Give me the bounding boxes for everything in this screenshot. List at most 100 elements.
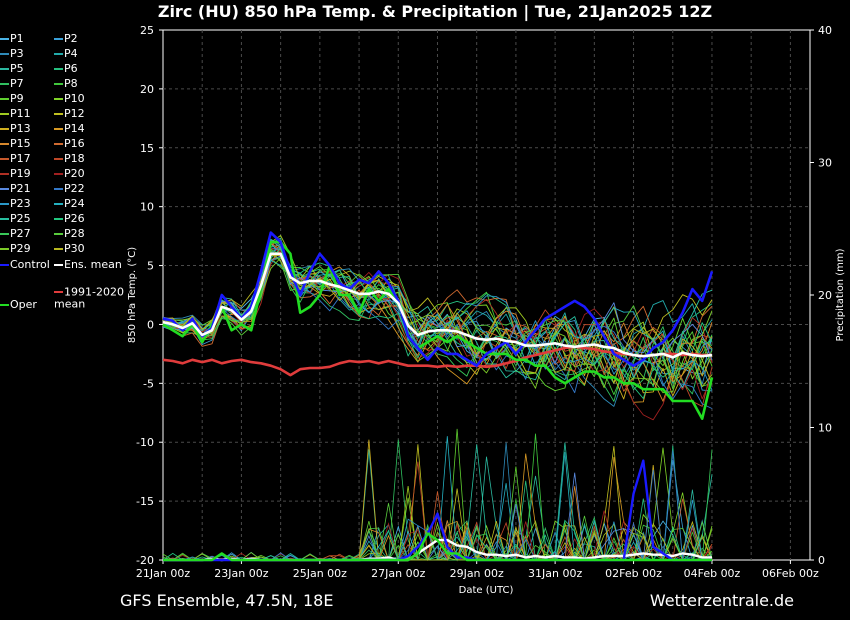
legend-swatch [0,188,9,190]
legend-item-p18: P18 [54,152,85,166]
y-tick-label: 20 [140,83,154,96]
legend-label: Ens. mean [64,258,122,271]
legend-label: P29 [10,242,31,255]
y-tick-label: 10 [140,201,154,214]
y2-tick-label: 0 [818,554,825,567]
legend-swatch [54,158,63,160]
legend-label: P14 [64,122,85,135]
legend-item-p13: P13 [0,122,31,136]
y-tick-label: 25 [140,24,154,37]
legend-swatch [0,128,9,130]
legend-item-p15: P15 [0,137,31,151]
legend-swatch [54,233,63,235]
y-axis-label: 850 hPa Temp. (°C) [127,247,138,343]
legend-label: P6 [64,62,78,75]
legend-label: P22 [64,182,85,195]
legend-item-p16: P16 [54,137,85,151]
y-tick-label: 0 [147,318,154,331]
oper-line [162,240,714,420]
legend-item-p24: P24 [54,197,85,211]
legend-item-p17: P17 [0,152,31,166]
legend-label: P2 [64,32,78,45]
legend-item-p5: P5 [0,62,24,76]
legend-label: P11 [10,107,31,120]
y-tick-label: 15 [140,142,154,155]
ens-mean-line [162,252,713,359]
legend-swatch [54,188,63,190]
legend-item-p19: P19 [0,167,31,181]
legend-swatch [54,68,63,70]
legend-swatch [54,128,63,130]
x-tick-label: 25Jan 00z [293,567,347,580]
x-axis-label: Date (UTC) [459,585,514,596]
x-tick-label: 21Jan 00z [136,567,190,580]
legend-swatch [0,233,9,235]
legend-label: P16 [64,137,85,150]
legend-label: P17 [10,152,31,165]
legend-swatch [0,158,9,160]
x-tick-label: 04Feb 00z [684,567,741,580]
legend-item-p22: P22 [54,182,85,196]
legend-label: P19 [10,167,31,180]
legend-label: P8 [64,77,78,90]
y-tick-label: -5 [143,377,154,390]
legend-label: P12 [64,107,85,120]
legend-item-control: Control [0,258,50,272]
legend-item-p2: P2 [54,32,78,46]
legend-item-p26: P26 [54,212,85,226]
legend-swatch [54,218,63,220]
legend-item-p9: P9 [0,92,24,106]
legend-swatch [0,304,9,306]
legend-label: P15 [10,137,31,150]
legend-swatch [0,203,9,205]
legend-label: P30 [64,242,85,255]
legend-swatch [54,143,63,145]
legend-swatch [54,113,63,115]
legend-swatch [0,113,9,115]
legend-swatch [0,248,9,250]
control-line [162,231,714,367]
legend-label: P1 [10,32,24,45]
y-tick-label: 5 [147,260,154,273]
legend-label: P21 [10,182,31,195]
legend-swatch [0,218,9,220]
plot-area: 25 20 15 10 5 0 -5 -10 -15 -20 40 30 20 10 0 21Jan 00z 2… [136,24,832,580]
legend-label: P3 [10,47,24,60]
legend-swatch [0,83,9,85]
legend-item-ens-mean: Ens. mean [54,258,122,272]
y-tick-label: -15 [136,495,154,508]
legend-label: P27 [10,227,31,240]
legend-item-p4: P4 [54,47,78,61]
legend-label: P24 [64,197,85,210]
legend-swatch [54,203,63,205]
legend-item-p11: P11 [0,107,31,121]
legend-item-p30: P30 [54,242,85,256]
legend-label: P10 [64,92,85,105]
legend-label: P25 [10,212,31,225]
footer-source: GFS Ensemble, 47.5N, 18E [120,591,334,610]
legend-item-p7: P7 [0,77,24,91]
legend-item-climate: 1991-2020 mean [54,286,124,309]
legend-swatch [0,53,9,55]
legend-item-p25: P25 [0,212,31,226]
legend-label: Oper [10,298,37,311]
climate-mean-line [162,345,712,377]
legend-item-p29: P29 [0,242,31,256]
x-tick-label: 29Jan 00z [450,567,504,580]
y2-tick-label: 20 [818,289,832,302]
legend-swatch [0,264,9,266]
x-tick-label: 02Feb 00z [605,567,662,580]
y-tick-label: -10 [136,436,154,449]
legend-swatch [54,264,63,266]
y2-axis-label: Precipitation (mm) [835,248,846,341]
legend-label: 1991-2020 mean [54,285,124,310]
legend-item-p6: P6 [54,62,78,76]
y2-tick-label: 40 [818,24,832,37]
legend-label: P18 [64,152,85,165]
legend-swatch [54,291,63,293]
legend-item-p1: P1 [0,32,24,46]
oper-precip-line [163,532,712,562]
legend-label: P4 [64,47,78,60]
legend-swatch [0,173,9,175]
legend-swatch [54,38,63,40]
